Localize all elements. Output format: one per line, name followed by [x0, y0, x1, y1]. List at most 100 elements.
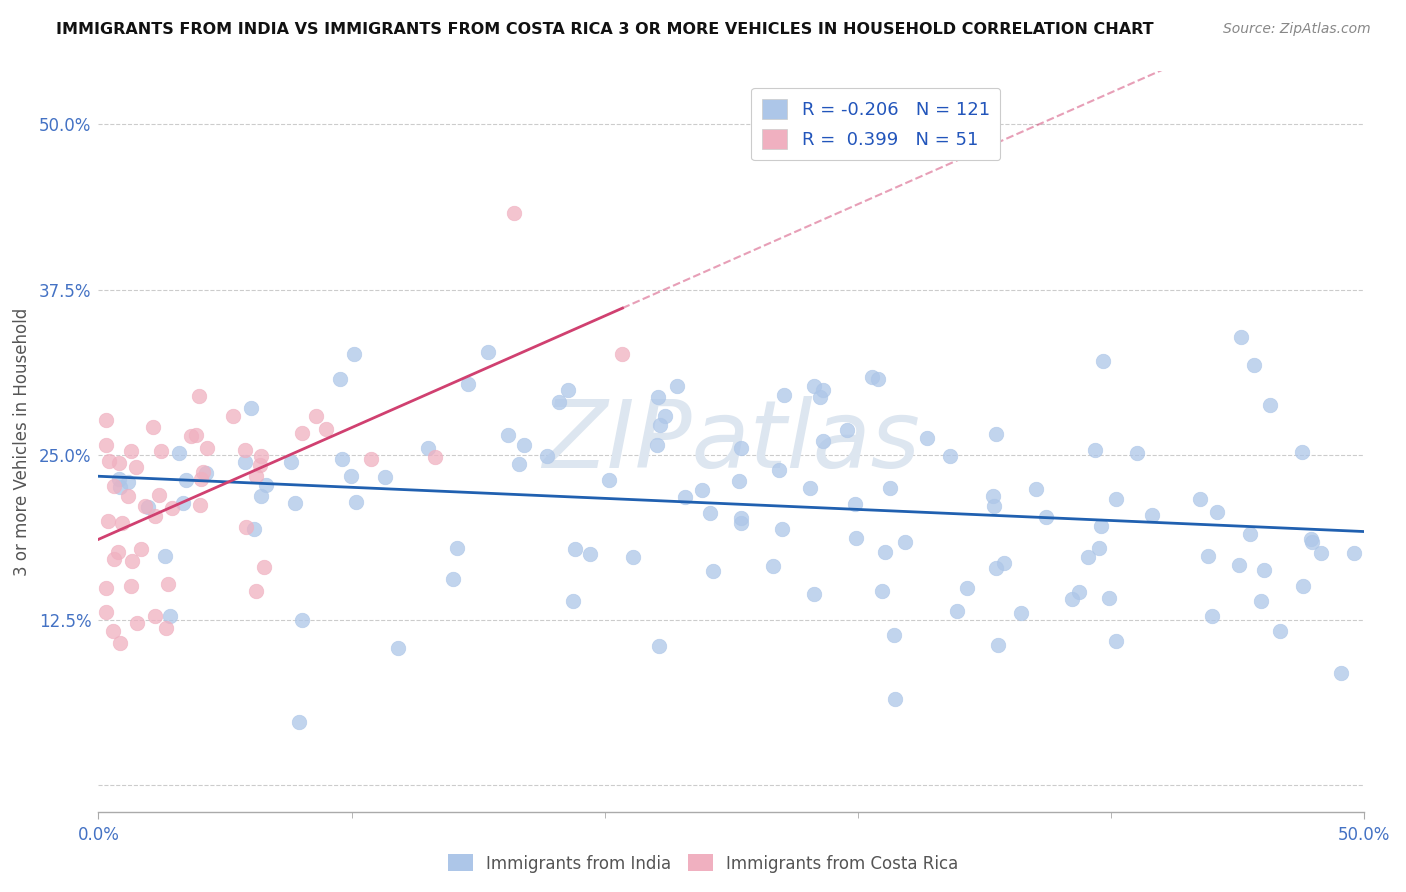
Point — [1201, 609, 1223, 624]
Point — [194, 466, 217, 480]
Text: IMMIGRANTS FROM INDIA VS IMMIGRANTS FROM COSTA RICA 3 OR MORE VEHICLES IN HOUSEH: IMMIGRANTS FROM INDIA VS IMMIGRANTS FROM… — [56, 22, 1154, 37]
Point — [136, 500, 159, 514]
Point — [1239, 526, 1261, 541]
Point — [987, 638, 1010, 652]
Point — [1140, 508, 1163, 522]
Point — [143, 608, 166, 623]
Point — [291, 613, 314, 627]
Point — [117, 489, 139, 503]
Point — [845, 531, 868, 545]
Point — [699, 506, 721, 520]
Point — [156, 577, 179, 591]
Point — [803, 379, 825, 393]
Point — [508, 457, 530, 471]
Point — [134, 499, 156, 513]
Point — [315, 422, 337, 436]
Point — [98, 453, 121, 467]
Point — [254, 477, 277, 491]
Point — [172, 496, 194, 510]
Text: Source: ZipAtlas.com: Source: ZipAtlas.com — [1223, 22, 1371, 37]
Point — [621, 550, 644, 565]
Point — [879, 481, 901, 495]
Point — [195, 441, 218, 455]
Point — [423, 450, 446, 465]
Y-axis label: 3 or more Vehicles in Household: 3 or more Vehicles in Household — [13, 308, 31, 575]
Point — [1205, 505, 1227, 519]
Point — [1077, 549, 1099, 564]
Point — [125, 459, 148, 474]
Point — [253, 560, 276, 574]
Point — [612, 347, 634, 361]
Text: ZIPatlas: ZIPatlas — [543, 396, 920, 487]
Point — [245, 468, 267, 483]
Point — [245, 583, 267, 598]
Point — [416, 441, 439, 455]
Point — [866, 372, 889, 386]
Point — [1092, 354, 1115, 368]
Point — [1098, 591, 1121, 605]
Point — [280, 455, 302, 469]
Point — [360, 451, 382, 466]
Point — [1126, 446, 1149, 460]
Point — [772, 388, 794, 402]
Point — [235, 520, 257, 534]
Point — [190, 472, 212, 486]
Point — [986, 427, 1008, 442]
Point — [96, 605, 118, 619]
Point — [690, 483, 713, 497]
Point — [1188, 491, 1211, 506]
Point — [1292, 579, 1315, 593]
Point — [873, 545, 896, 559]
Point — [945, 604, 967, 618]
Legend: Immigrants from India, Immigrants from Costa Rica: Immigrants from India, Immigrants from C… — [441, 847, 965, 880]
Point — [288, 715, 311, 730]
Point — [343, 347, 366, 361]
Point — [329, 372, 352, 386]
Point — [1301, 532, 1323, 546]
Point — [762, 559, 785, 574]
Point — [108, 480, 131, 494]
Point — [803, 587, 825, 601]
Point — [1088, 541, 1111, 555]
Point — [1062, 592, 1084, 607]
Point — [108, 472, 131, 486]
Point — [159, 608, 181, 623]
Point — [186, 428, 208, 442]
Point — [188, 498, 211, 512]
Point — [387, 641, 409, 656]
Point — [844, 497, 866, 511]
Point — [110, 636, 132, 650]
Point — [993, 557, 1015, 571]
Point — [579, 547, 602, 561]
Point — [94, 581, 117, 595]
Point — [304, 409, 326, 423]
Point — [103, 552, 125, 566]
Point — [235, 443, 257, 458]
Point — [120, 579, 142, 593]
Point — [1227, 558, 1250, 573]
Point — [174, 473, 197, 487]
Point — [180, 429, 202, 443]
Point — [665, 379, 688, 393]
Legend: R = -0.206   N = 121, R =  0.399   N = 51: R = -0.206 N = 121, R = 0.399 N = 51 — [751, 87, 1001, 161]
Point — [477, 345, 499, 359]
Point — [938, 450, 960, 464]
Point — [536, 450, 558, 464]
Point — [811, 434, 834, 448]
Point — [557, 384, 579, 398]
Point — [598, 473, 620, 487]
Point — [835, 423, 858, 437]
Point — [673, 490, 696, 504]
Point — [1258, 399, 1281, 413]
Point — [860, 370, 883, 384]
Point — [1291, 445, 1313, 459]
Point — [1090, 518, 1112, 533]
Point — [770, 522, 793, 536]
Point — [768, 463, 790, 477]
Point — [344, 495, 367, 509]
Point — [145, 509, 167, 524]
Point — [330, 451, 353, 466]
Point — [150, 443, 173, 458]
Point — [1343, 546, 1365, 560]
Point — [155, 621, 177, 635]
